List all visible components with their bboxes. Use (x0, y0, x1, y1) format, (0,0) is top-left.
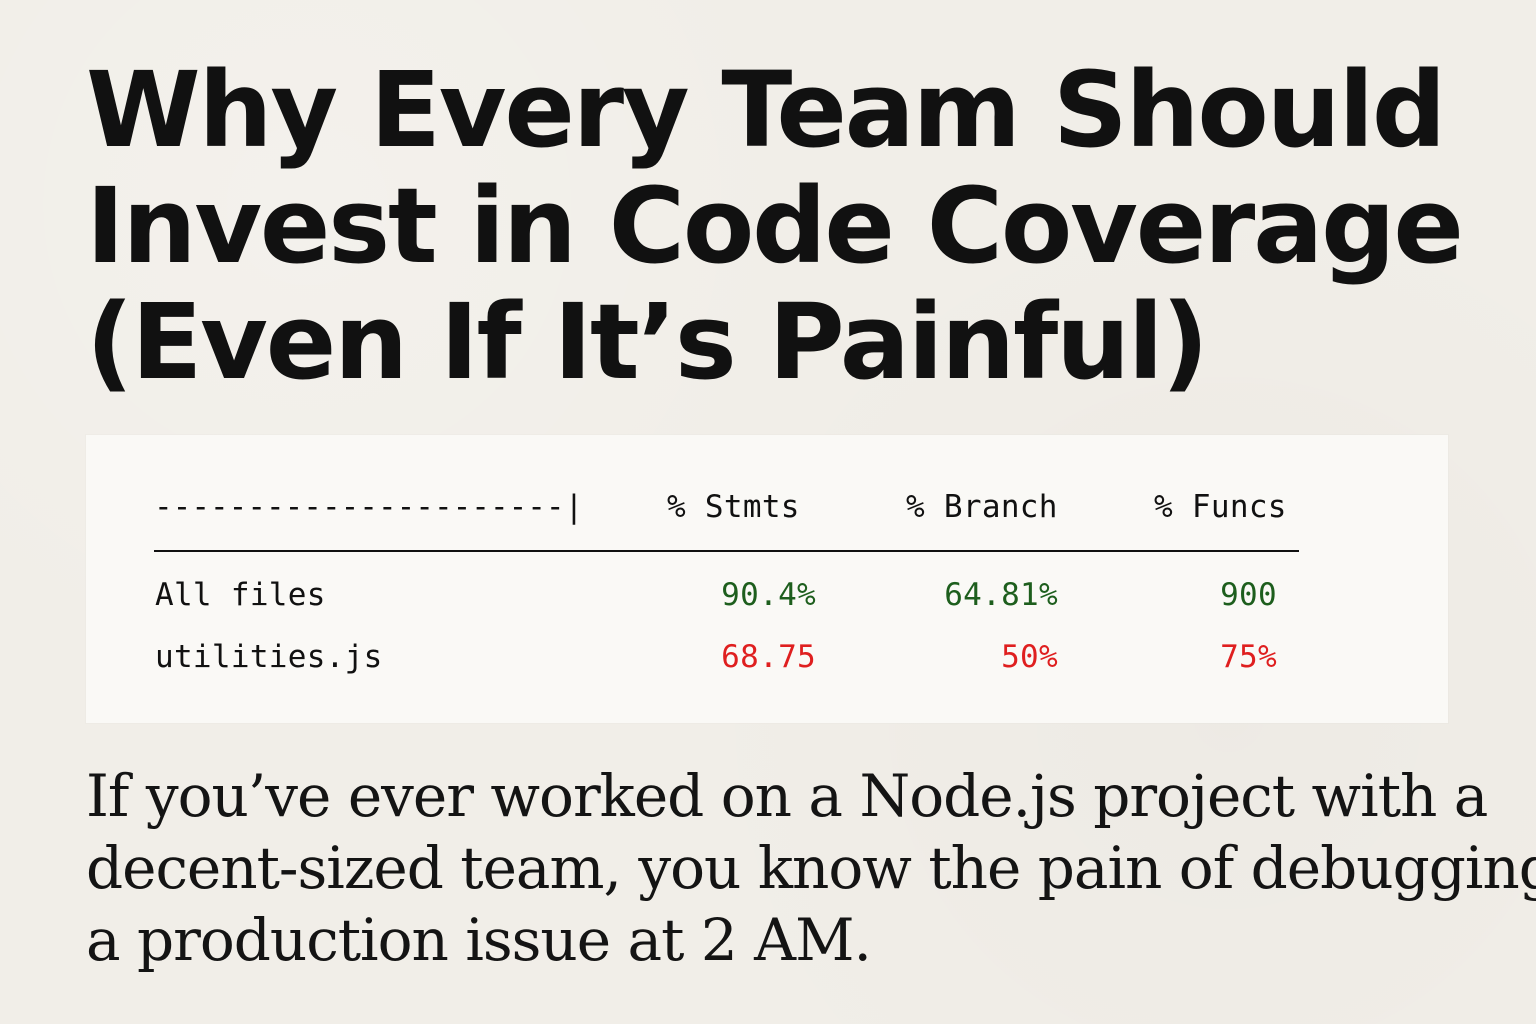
coverage-row-all-files-branch: 64.81% (944, 577, 1058, 613)
coverage-row-all-files-label: All files (155, 577, 326, 613)
coverage-row-utilities-stmts: 68.75 (721, 639, 816, 675)
article-body-line-2: decent-sized team, you know the pain of … (86, 834, 1536, 902)
coverage-row-utilities-funcs: 75% (1220, 639, 1277, 675)
article-title: Why Every Team Should Invest in Code Cov… (86, 49, 1464, 403)
coverage-row-utilities-branch: 50% (1001, 639, 1058, 675)
coverage-header-separator: ----------------------| (154, 489, 584, 525)
coverage-header-branch: % Branch (906, 489, 1058, 525)
coverage-header-rule (154, 550, 1299, 552)
article-body-line-1: If you’ve ever worked on a Node.js proje… (86, 762, 1488, 830)
article-title-line-2: Invest in Code Coverage (86, 165, 1464, 287)
article-title-line-1: Why Every Team Should (86, 49, 1446, 171)
coverage-header-funcs: % Funcs (1154, 489, 1287, 525)
coverage-row-all-files-funcs: 900 (1220, 577, 1277, 613)
coverage-row-all-files-stmts: 90.4% (721, 577, 816, 613)
article-body-line-3: a production issue at 2 AM. (86, 906, 872, 974)
coverage-header-stmts: % Stmts (667, 489, 800, 525)
coverage-report-card: ----------------------| % Stmts % Branch… (86, 435, 1448, 723)
article-body: If you’ve ever worked on a Node.js proje… (86, 760, 1536, 976)
coverage-row-utilities-label: utilities.js (155, 639, 383, 675)
article-title-line-3: (Even If It’s Painful) (86, 281, 1209, 403)
